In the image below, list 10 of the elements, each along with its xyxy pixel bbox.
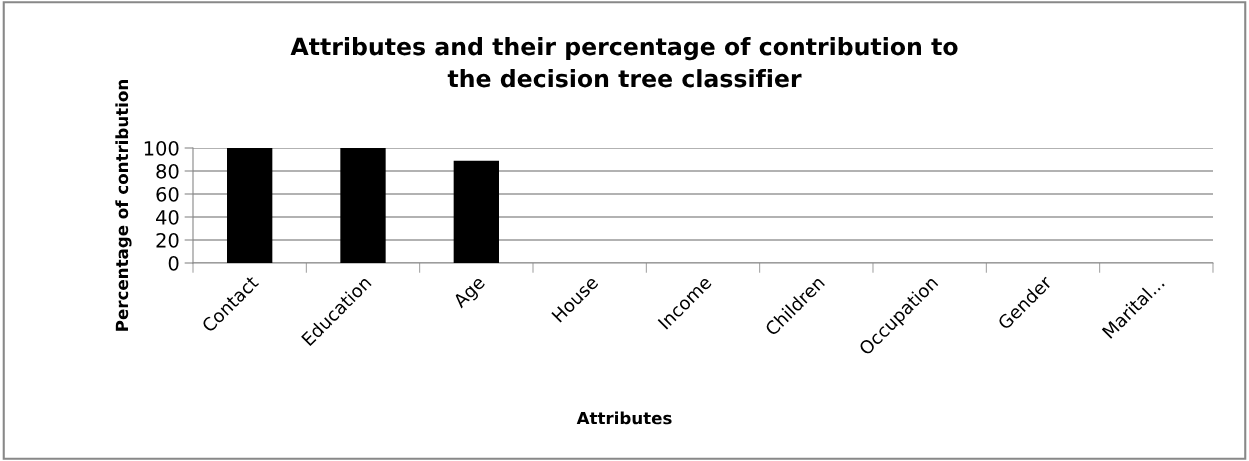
y-tick-label: 0 [168, 255, 179, 271]
x-axis-title: Attributes [576, 411, 672, 425]
chart-title: Attributes and their percentage of contribution to the decision tree classifier [290, 37, 958, 88]
y-axis-title: Percentage of contribution [115, 80, 132, 331]
y-tick-label: 40 [156, 209, 179, 225]
x-tick-label: Age [452, 275, 489, 312]
y-tick-label: 80 [156, 163, 179, 179]
y-tick-label: 20 [156, 232, 179, 248]
y-tick-label: 100 [144, 140, 179, 156]
y-tick-label: 60 [156, 186, 179, 202]
